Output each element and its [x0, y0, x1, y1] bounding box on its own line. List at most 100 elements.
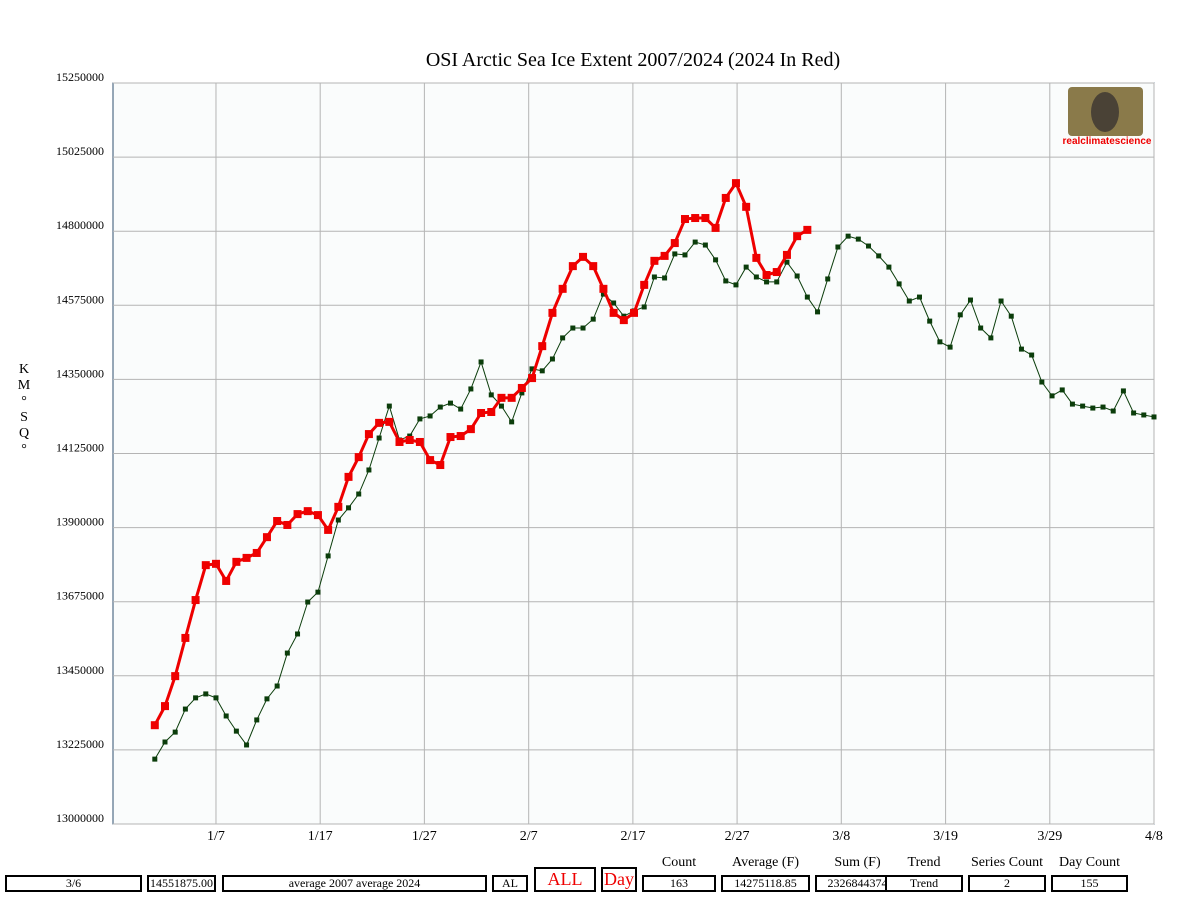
- input-field[interactable]: 3/6: [5, 875, 142, 892]
- data-point: [794, 273, 800, 279]
- button[interactable]: Day: [601, 867, 637, 892]
- data-point: [344, 472, 353, 481]
- data-point: [366, 467, 372, 473]
- data-point: [672, 251, 678, 257]
- data-point: [160, 702, 169, 711]
- data-point: [896, 281, 902, 287]
- data-point: [1049, 393, 1055, 399]
- data-point: [886, 264, 892, 270]
- data-point: [335, 517, 341, 523]
- x-tick-label: 2/17: [620, 829, 645, 844]
- data-point: [568, 262, 577, 271]
- data-point: [1080, 403, 1086, 409]
- data-point: [988, 335, 994, 341]
- data-point: [426, 456, 435, 465]
- data-point: [570, 325, 576, 331]
- x-tick-label: 3/8: [832, 829, 850, 844]
- data-point: [549, 356, 555, 362]
- data-point: [803, 225, 812, 234]
- data-point: [385, 417, 394, 426]
- stat-value: 155: [1051, 875, 1128, 892]
- y-tick-label: 13675000: [56, 589, 104, 603]
- data-point: [906, 298, 912, 304]
- x-tick-label: 4/8: [1145, 829, 1163, 844]
- y-tick-label: 15025000: [56, 144, 104, 158]
- data-point: [254, 717, 260, 723]
- data-point: [477, 408, 486, 417]
- data-point: [427, 413, 433, 419]
- data-point: [762, 271, 771, 280]
- x-tick-label: 2/27: [725, 829, 750, 844]
- data-point: [713, 257, 719, 263]
- data-point: [599, 284, 608, 293]
- button[interactable]: ALL: [534, 867, 596, 892]
- data-point: [609, 308, 618, 317]
- data-point: [957, 312, 963, 318]
- data-point: [835, 244, 841, 250]
- data-point: [764, 279, 770, 285]
- data-point: [334, 502, 343, 511]
- data-point: [203, 691, 209, 697]
- data-point: [855, 236, 861, 242]
- data-point: [284, 650, 290, 656]
- data-point: [375, 418, 384, 427]
- data-point: [324, 525, 333, 534]
- data-point: [743, 264, 749, 270]
- data-point: [1131, 410, 1137, 416]
- data-point: [967, 297, 973, 303]
- data-point: [815, 309, 821, 315]
- data-point: [641, 304, 647, 310]
- data-point: [415, 437, 424, 446]
- input-field[interactable]: average 2007 average 2024: [222, 875, 487, 892]
- data-point: [264, 696, 270, 702]
- stat-label: Average (F): [732, 855, 799, 870]
- data-point: [517, 383, 526, 392]
- data-point: [1029, 352, 1035, 358]
- data-point: [753, 274, 759, 280]
- data-point: [478, 359, 484, 365]
- data-point: [1039, 379, 1045, 385]
- data-point: [538, 342, 547, 351]
- data-point: [437, 404, 443, 410]
- x-tick-label: 3/19: [933, 829, 958, 844]
- y-tick-label: 13225000: [56, 737, 104, 751]
- data-point: [456, 432, 465, 441]
- data-point: [346, 505, 352, 511]
- data-point: [232, 557, 241, 566]
- data-point: [313, 511, 322, 520]
- data-point: [295, 631, 301, 637]
- data-point: [1018, 346, 1024, 352]
- data-point: [784, 259, 790, 265]
- data-point: [702, 242, 708, 248]
- data-point: [845, 233, 851, 239]
- data-point: [487, 408, 496, 417]
- data-point: [580, 325, 586, 331]
- stat-value: Trend: [885, 875, 963, 892]
- data-point: [539, 368, 545, 374]
- data-point: [182, 706, 188, 712]
- data-point: [488, 392, 494, 398]
- data-point: [560, 335, 566, 341]
- input-field[interactable]: 14551875.00: [147, 875, 216, 892]
- y-tick-label: 14125000: [56, 441, 104, 455]
- stat-value: 2326844374: [815, 875, 900, 892]
- data-point: [937, 339, 943, 345]
- x-tick-label: 1/17: [308, 829, 333, 844]
- data-point: [651, 274, 657, 280]
- y-tick-label: 13900000: [56, 515, 104, 529]
- input-field[interactable]: AL: [492, 875, 528, 892]
- data-point: [507, 393, 516, 402]
- data-point: [497, 393, 506, 402]
- data-point: [293, 510, 302, 519]
- data-point: [283, 520, 292, 529]
- data-point: [222, 576, 231, 585]
- data-point: [1110, 408, 1116, 414]
- data-point: [303, 507, 312, 516]
- data-point: [711, 223, 720, 232]
- data-point: [866, 243, 872, 249]
- data-point: [876, 253, 882, 259]
- data-point: [498, 403, 504, 409]
- data-point: [244, 742, 250, 748]
- data-point: [529, 366, 535, 372]
- x-tick-label: 2/7: [520, 829, 538, 844]
